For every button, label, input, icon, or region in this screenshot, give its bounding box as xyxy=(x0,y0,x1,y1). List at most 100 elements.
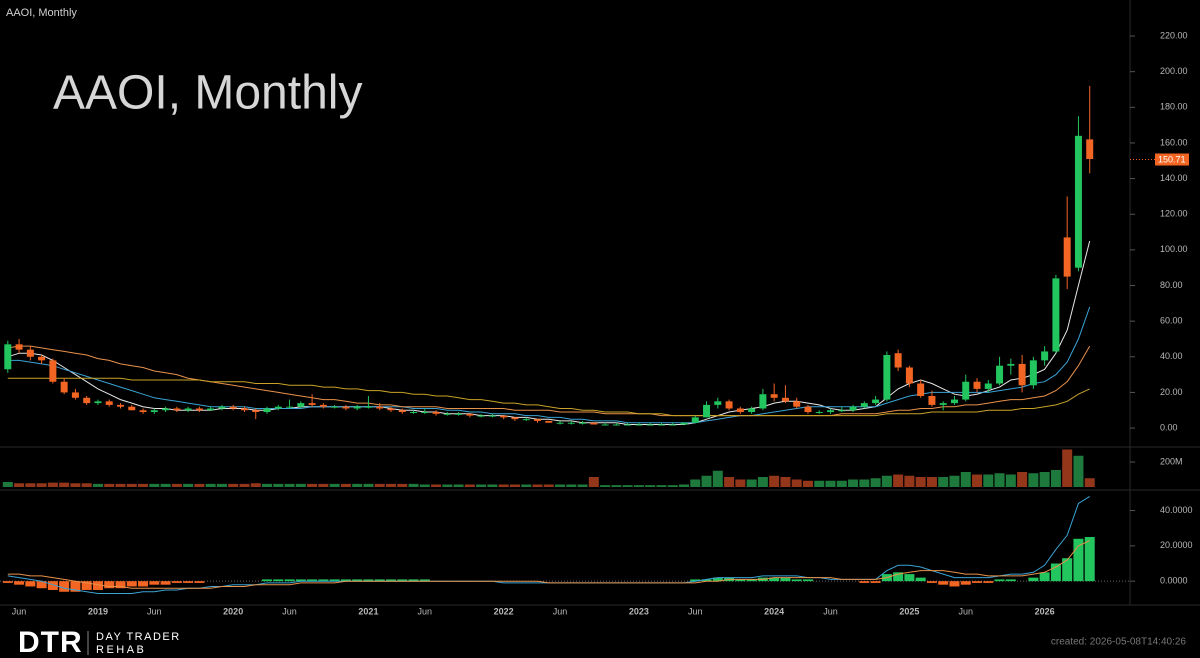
macd-histogram-bar xyxy=(859,581,870,583)
volume-bar xyxy=(419,484,430,487)
signal-line xyxy=(7,540,1090,589)
moving-average xyxy=(7,345,1091,417)
last-price-tag xyxy=(1155,153,1189,166)
moving-average xyxy=(7,306,1091,424)
candle-body xyxy=(229,406,237,409)
volume-bar xyxy=(746,479,757,487)
candle-body xyxy=(286,406,294,408)
y-tick-label: 200M xyxy=(1160,456,1183,466)
candle-body xyxy=(827,410,835,413)
macd-histogram-bar xyxy=(1028,577,1039,582)
macd-histogram-bar xyxy=(273,579,284,582)
volume-bar xyxy=(532,484,543,487)
macd-histogram-bar xyxy=(183,581,194,583)
macd-histogram-bar xyxy=(712,577,723,582)
candle-body xyxy=(60,381,68,393)
volume-bar xyxy=(171,483,182,487)
candle-body xyxy=(601,424,609,426)
created-stamp: created: 2026-05-08T14:40:26 xyxy=(1051,637,1187,648)
candle-body xyxy=(195,408,203,411)
candle-body xyxy=(1074,135,1082,268)
candle-body xyxy=(466,413,474,416)
candle-body xyxy=(173,408,181,411)
candle-body xyxy=(252,410,260,413)
candle-body xyxy=(849,406,857,411)
candle-body xyxy=(1029,360,1037,386)
candle-body xyxy=(939,403,947,405)
volume-bar xyxy=(59,482,70,487)
symbol-label: AAOI, Monthly xyxy=(6,7,77,19)
volume-bar xyxy=(216,483,227,487)
macd-histogram-bar xyxy=(397,579,408,582)
volume-bar xyxy=(724,477,735,487)
volume-bar xyxy=(14,483,25,487)
macd-histogram-bar xyxy=(14,581,25,585)
macd-histogram-bar xyxy=(81,581,92,590)
candle-body xyxy=(128,406,136,411)
volume-bar xyxy=(825,480,836,487)
volume-bar xyxy=(352,483,363,487)
volume-bar xyxy=(36,483,47,487)
macd-histogram-bar xyxy=(983,581,994,583)
volume-bar xyxy=(115,483,126,487)
volume-bar xyxy=(509,484,520,487)
candle-body xyxy=(962,381,970,400)
volume-bar xyxy=(949,475,960,487)
macd-histogram-bar xyxy=(194,581,205,583)
candle-body xyxy=(410,412,418,414)
macd-histogram-bar xyxy=(329,579,340,582)
candle-body xyxy=(353,406,361,409)
y-tick-label: 40.0000 xyxy=(1160,505,1193,515)
macd-histogram-bar xyxy=(36,581,47,589)
x-tick-label: 2026 xyxy=(1035,606,1055,616)
x-tick-label: 2021 xyxy=(358,606,378,616)
macd-histogram-bar xyxy=(870,581,881,583)
candle-body xyxy=(308,403,316,405)
chart-title: AAOI, Monthly xyxy=(53,67,362,120)
macd-histogram-bar xyxy=(115,581,126,589)
macd-histogram-bar xyxy=(59,581,70,592)
candle-body xyxy=(218,406,226,409)
candle-body xyxy=(1007,363,1015,366)
candle-body xyxy=(297,403,305,407)
y-tick-label: 0.0000 xyxy=(1160,576,1188,586)
volume-bar xyxy=(194,483,205,487)
volume-bar xyxy=(994,473,1005,487)
volume-bar xyxy=(645,485,656,487)
volume-bar xyxy=(814,480,825,487)
candle-body xyxy=(1063,237,1071,277)
y-tick-label: 20.0000 xyxy=(1160,540,1193,550)
y-tick-label: 20.00 xyxy=(1160,387,1183,397)
volume-bar xyxy=(81,483,92,487)
candle-body xyxy=(1041,351,1049,361)
candle-body xyxy=(1052,278,1060,352)
x-tick-label: Jun xyxy=(553,606,568,616)
volume-bar xyxy=(340,483,351,487)
y-tick-label: 120.00 xyxy=(1160,209,1188,219)
candle-body xyxy=(973,381,981,389)
volume-bar xyxy=(295,483,306,487)
candle-body xyxy=(240,408,248,411)
volume-bar xyxy=(904,475,915,487)
macd-histogram-bar xyxy=(104,581,115,589)
volume-bar xyxy=(228,483,239,487)
volume-bar xyxy=(791,479,802,487)
volume-bar xyxy=(431,484,442,487)
candle-body xyxy=(725,401,733,409)
candle-body xyxy=(736,408,744,413)
moving-average xyxy=(7,377,1090,417)
macd-histogram-bar xyxy=(1062,558,1073,582)
candle-body xyxy=(162,408,170,411)
candle-body xyxy=(872,399,880,404)
volume-bar xyxy=(780,477,791,487)
macd-histogram-bar xyxy=(926,581,937,583)
volume-bar xyxy=(138,483,149,487)
volume-bar xyxy=(690,479,701,487)
macd-histogram-bar xyxy=(374,579,385,582)
candle-body xyxy=(15,344,23,350)
candle-body xyxy=(71,392,79,398)
macd-histogram-bar xyxy=(791,579,802,582)
candle-body xyxy=(1086,139,1094,159)
candle-body xyxy=(263,408,271,413)
candle-body xyxy=(139,410,147,413)
